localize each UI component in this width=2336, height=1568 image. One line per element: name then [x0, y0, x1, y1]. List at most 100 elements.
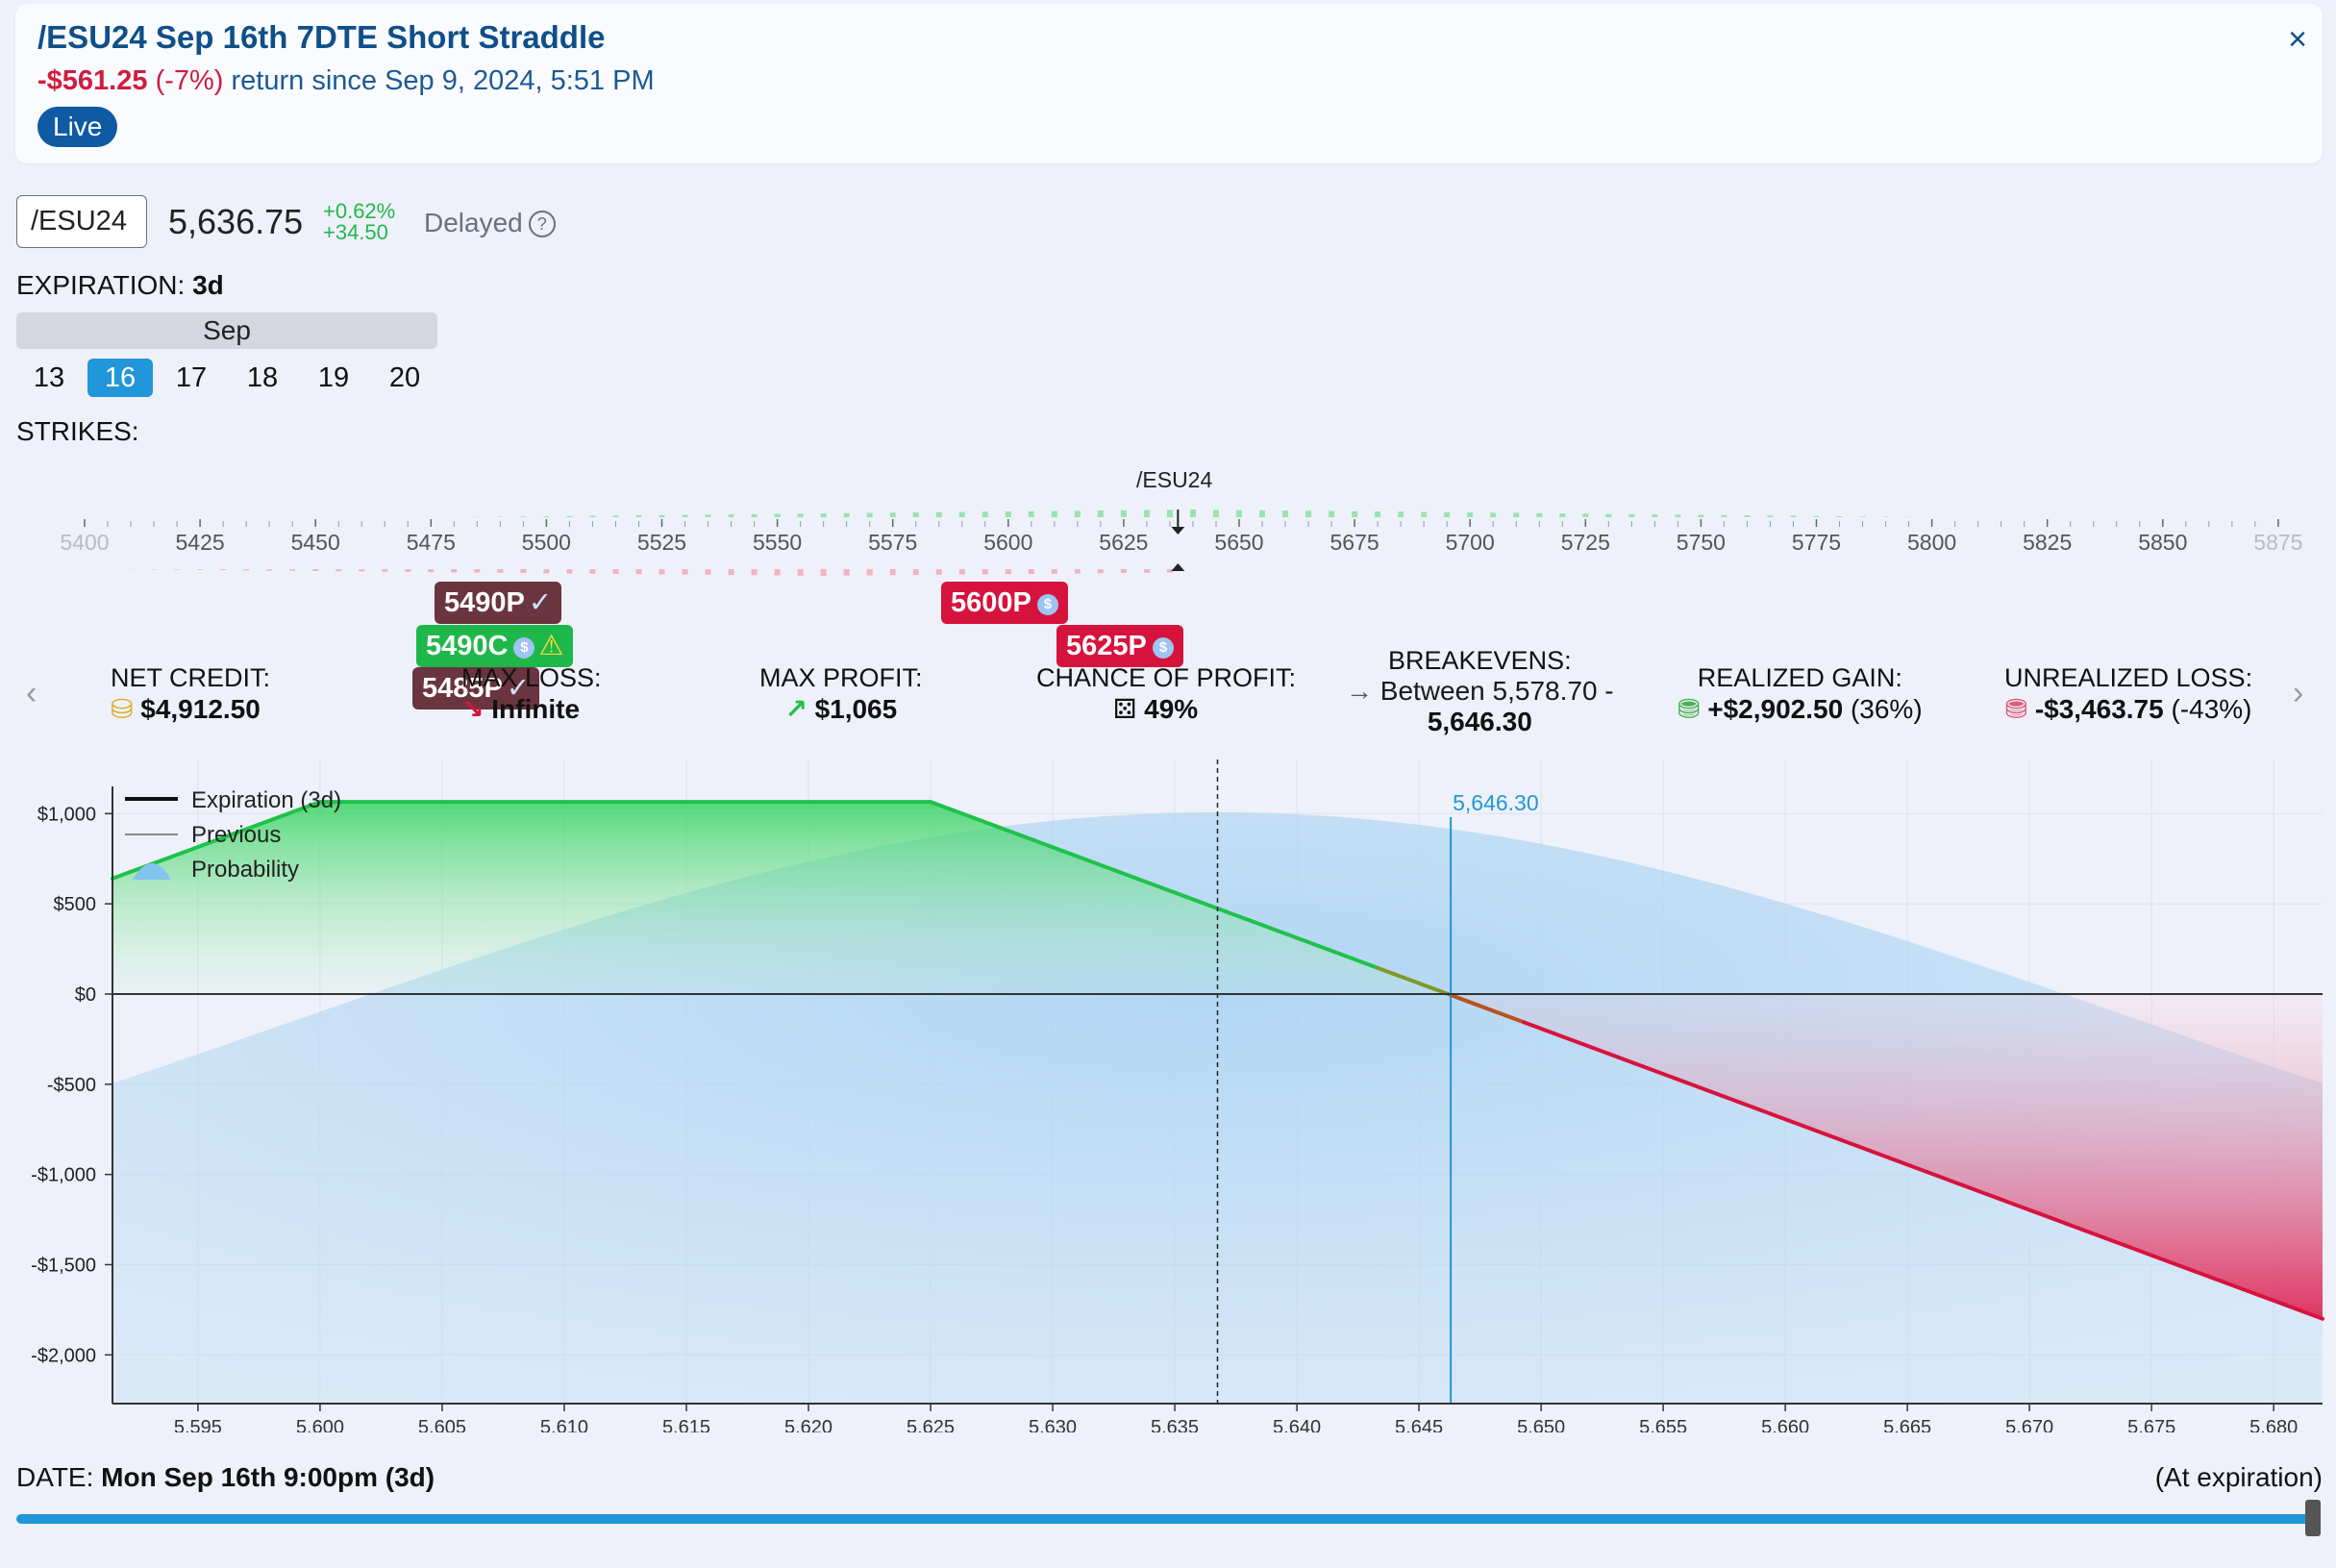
- realized-gain-value: +$2,902.50: [1707, 694, 1844, 724]
- chart-markers: 5,646.30: [1216, 759, 1539, 1404]
- call-volume-bar: [1744, 515, 1751, 517]
- expiration-day-17[interactable]: 17: [175, 362, 208, 393]
- chart-axes: 5,595 5,600 5,605 5,610 5,615 5,620 5,625 5,630…: [31, 786, 2323, 1432]
- put-volume-bar: [266, 569, 273, 571]
- pnl-chart[interactable]: 5,646.30 5,595 5,600 5,605 5,610 5,615 5,620 5…: [0, 759, 2336, 1432]
- x-tick-label: 5,595: [174, 1417, 222, 1432]
- y-tick-label: -$2,000: [31, 1345, 96, 1366]
- call-volume-bar: [1582, 513, 1589, 517]
- money-bag-icon: ⛃: [1677, 694, 1701, 724]
- call-volume-bar: [1352, 510, 1358, 517]
- leg-label: 5490P: [444, 587, 525, 618]
- put-volume-bar: [543, 569, 550, 574]
- call-volume-bar: [1028, 510, 1034, 517]
- leg-chip-5625p[interactable]: 5625P $: [1056, 625, 1183, 667]
- pnl-line: [111, 800, 2324, 1321]
- realized-gain-label: REALIZED GAIN:: [1697, 663, 1902, 692]
- expiration-value: 3d: [192, 270, 224, 300]
- put-volume-bar: [220, 569, 227, 571]
- leg-chip-5485p[interactable]: 5485P ✓: [412, 667, 540, 709]
- y-tick-label: -$1,000: [31, 1165, 96, 1186]
- call-volume-bar: [728, 514, 734, 517]
- call-volume-bar: [543, 516, 550, 517]
- call-volume-bar: [1721, 514, 1727, 517]
- delayed-label: Delayed: [424, 208, 523, 237]
- expiration-day-13[interactable]: 13: [33, 362, 65, 393]
- money-bag-icon: ⛃: [2004, 694, 2028, 724]
- put-volume-bar: [1143, 569, 1150, 573]
- strike-tick-label: 5850: [2138, 530, 2188, 555]
- put-volume-bar: [428, 569, 435, 573]
- put-volume-bar: [1074, 569, 1081, 574]
- call-volume-bar: [1236, 510, 1242, 517]
- expiration-pnl-segment: [929, 800, 1379, 970]
- strategy-header-card: /ESU24 Sep 16th 7DTE Short Straddle -$56…: [15, 4, 2323, 163]
- x-tick-label: 5,640: [1273, 1417, 1321, 1432]
- call-volume-bar: [520, 516, 527, 517]
- y-tick-label: -$500: [47, 1075, 96, 1096]
- strike-tick-label: 5875: [2253, 530, 2303, 555]
- leg-chip-5490c[interactable]: 5490C $ ⚠: [416, 625, 574, 667]
- strikes-heading: STRIKES:: [16, 416, 139, 446]
- put-volume-bar: [312, 569, 319, 571]
- date-slider-handle[interactable]: [2305, 1500, 2321, 1536]
- call-volume-bar: [843, 512, 850, 517]
- y-tick-label: $1,000: [37, 804, 96, 825]
- max-profit-value: $1,065: [814, 694, 898, 724]
- call-volume-bar: [1698, 514, 1704, 517]
- expiration-day-18[interactable]: 18: [246, 362, 279, 393]
- leg-chip-5490p[interactable]: 5490P ✓: [435, 582, 562, 624]
- max-loss-stat: MAX LOSS: ↘ Infinite: [461, 663, 602, 725]
- put-volume-bar: [659, 569, 665, 575]
- put-volume-bar: [612, 569, 619, 574]
- strike-ruler[interactable]: [0, 510, 2336, 586]
- put-volume-bar: [635, 569, 642, 575]
- date-heading: DATE: Mon Sep 16th 9:00pm (3d): [16, 1462, 435, 1493]
- call-volume-bar: [1513, 512, 1520, 517]
- call-volume-bar: [1074, 510, 1081, 517]
- put-volume-bar: [520, 569, 527, 574]
- expiration-pnl-segment: [1522, 1020, 2324, 1321]
- expiration-day-16[interactable]: 16: [87, 359, 153, 397]
- put-volume-bar: [935, 569, 942, 575]
- chevron-left-icon[interactable]: ‹: [26, 675, 37, 711]
- put-volume-bar: [1166, 569, 1173, 573]
- x-tick-label: 5,650: [1517, 1417, 1565, 1432]
- x-tick-label: 5,620: [784, 1417, 833, 1432]
- call-volume-bar: [1813, 515, 1820, 517]
- put-volume-bar: [820, 569, 827, 576]
- strike-tick-label: 5550: [753, 530, 803, 555]
- legend-label: Probability: [191, 857, 299, 883]
- strike-tick-label: 5525: [636, 530, 687, 555]
- expiration-label: EXPIRATION:: [16, 270, 186, 300]
- expiration-day-19[interactable]: 19: [317, 362, 350, 393]
- date-slider-track[interactable]: [16, 1514, 2310, 1524]
- call-volume-bar: [1859, 516, 1866, 517]
- leg-label: 5485P: [422, 673, 503, 704]
- underlying-caret-icon: [1171, 527, 1185, 535]
- symbol-input[interactable]: /ESU24: [16, 195, 147, 248]
- close-icon[interactable]: ×: [2288, 21, 2307, 58]
- x-tick-label: 5,600: [296, 1417, 344, 1432]
- breakevens-label: BREAKEVENS:: [1388, 646, 1572, 675]
- expiration-day-20[interactable]: 20: [388, 362, 421, 393]
- call-volume-bar: [612, 515, 619, 517]
- put-volume-bar: [197, 569, 204, 570]
- put-volume-bar: [405, 569, 411, 572]
- call-volume-bar: [1166, 510, 1173, 517]
- realized-gain-stat: REALIZED GAIN: ⛃ +$2,902.50 (36%): [1677, 663, 1923, 725]
- max-loss-value: Infinite: [491, 694, 581, 724]
- call-volume-bar: [820, 513, 827, 517]
- x-tick-label: 5,625: [907, 1417, 955, 1432]
- leg-chip-5600p[interactable]: 5600P $: [941, 582, 1068, 624]
- call-volume-bar: [1767, 515, 1774, 517]
- call-volume-bar: [1652, 514, 1658, 517]
- call-volume-bar: [1536, 512, 1543, 517]
- chevron-right-icon[interactable]: ›: [2293, 675, 2304, 711]
- legend-probability-icon: [133, 863, 171, 880]
- help-icon[interactable]: ?: [528, 211, 556, 237]
- call-volume-bar: [1120, 510, 1127, 517]
- dollar-icon: $: [1152, 637, 1174, 659]
- return-percent: (-7%): [155, 65, 224, 96]
- call-volume-bar: [1259, 510, 1266, 517]
